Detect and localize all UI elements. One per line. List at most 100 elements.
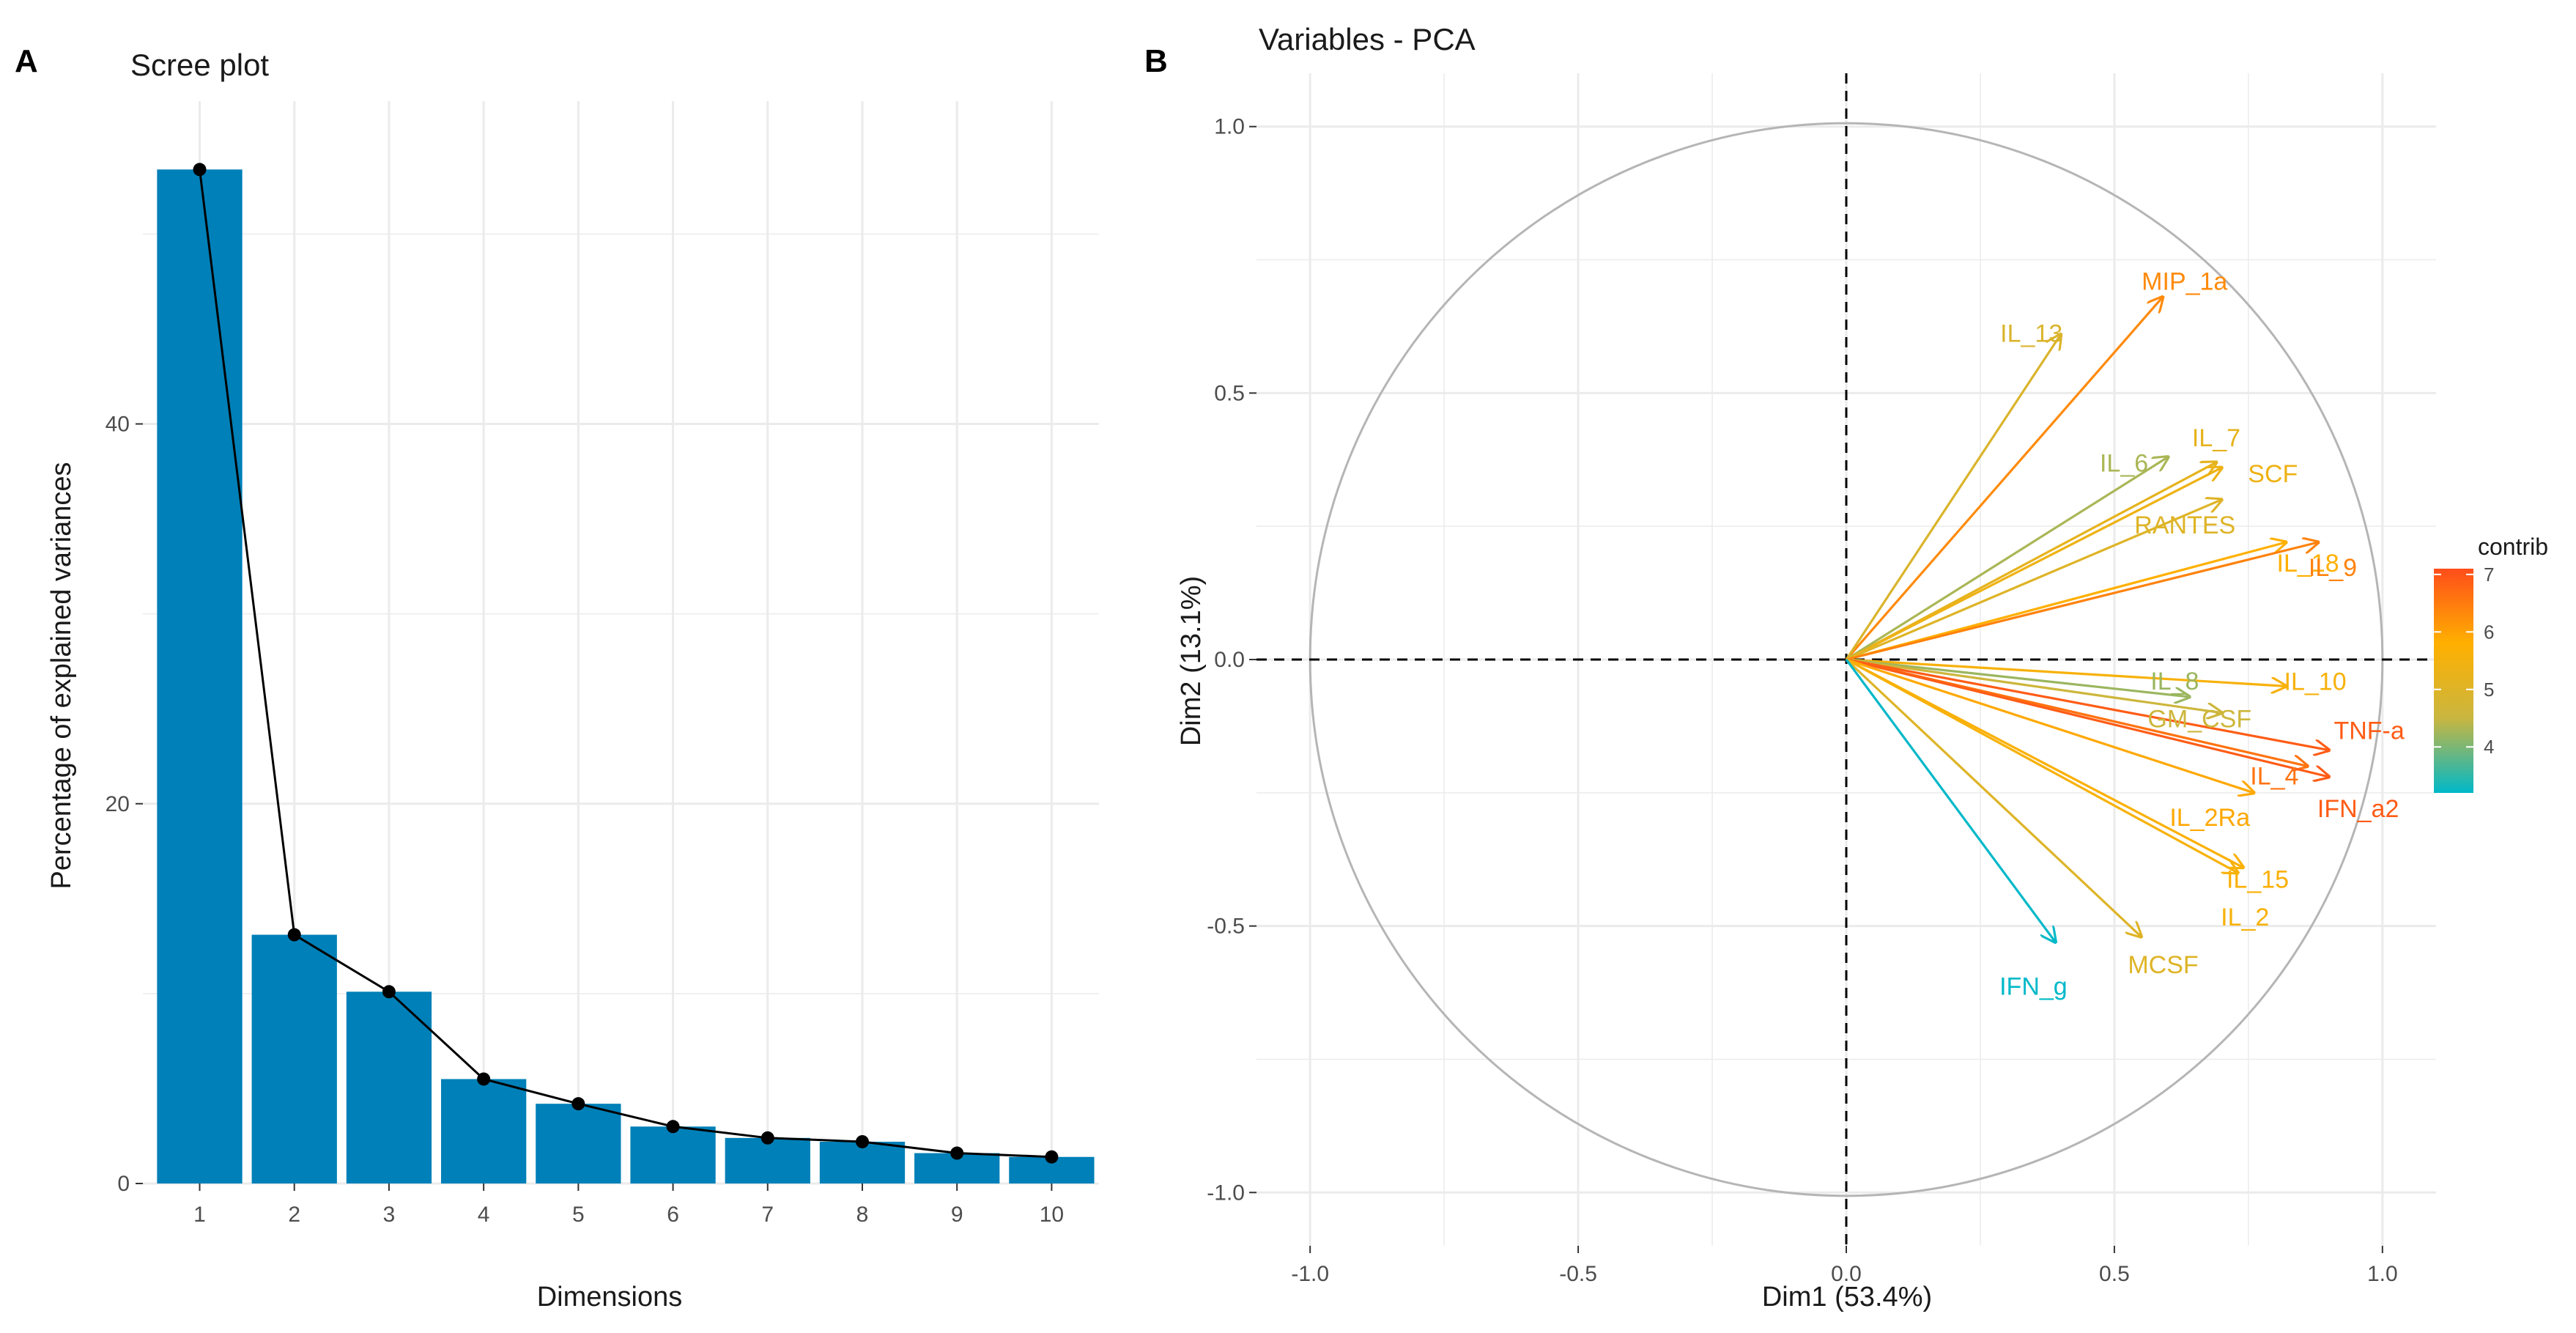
scree-title: Scree plot	[130, 48, 269, 82]
scree-bar	[251, 934, 337, 1184]
variable-arrow	[1846, 500, 2221, 661]
variable-arrow	[1846, 658, 2329, 750]
variable-arrow	[1845, 297, 2163, 661]
pca-x-tick-label: -1.0	[1291, 1262, 1329, 1286]
pca-y-tick-label: 1.0	[1214, 115, 1245, 139]
pca-y-tick-label: -1.0	[1207, 1181, 1245, 1205]
pca-y-tick-labels: -1.0 -0.5 0.0 0.5 1.0	[1207, 115, 1256, 1205]
panel-b-label: B	[1144, 43, 1168, 79]
contrib-legend: contrib 4 5 6 7	[2434, 533, 2548, 793]
scree-bar	[346, 992, 432, 1184]
variable-label: MIP_1a	[2142, 267, 2227, 295]
scree-point	[193, 163, 207, 177]
scree-x-tick-label: 6	[667, 1203, 679, 1227]
scree-y-tick-label: 0	[117, 1172, 130, 1196]
scree-point	[1045, 1150, 1059, 1164]
variable-arrow	[1846, 658, 2189, 697]
scree-x-tick-label: 1	[193, 1203, 206, 1227]
variable-arrow	[1846, 658, 2254, 793]
legend-tick-label: 4	[2484, 736, 2494, 758]
variable-arrow	[1845, 658, 2142, 937]
variable-label: TNF-a	[2333, 717, 2404, 745]
scree-point	[477, 1072, 491, 1086]
scree-y-tick-label: 20	[106, 792, 130, 816]
variable-label: RANTES	[2134, 512, 2235, 539]
variable-arrow	[1846, 542, 2318, 661]
legend-colorbar	[2434, 569, 2473, 793]
variable-label: IL_7	[2192, 424, 2240, 452]
scree-bar	[157, 169, 243, 1184]
variable-label: IFN_a2	[2317, 795, 2399, 823]
variable-label: IL_2Ra	[2169, 804, 2250, 832]
scree-point	[760, 1131, 774, 1145]
scree-x-tick-label: 10	[1040, 1203, 1064, 1227]
scree-line	[193, 163, 1059, 1164]
scree-point	[950, 1146, 964, 1160]
pca-title: Variables - PCA	[1259, 22, 1476, 56]
scree-point	[287, 928, 301, 942]
variable-label: IL_4	[2250, 762, 2298, 790]
variable-arrow	[1846, 457, 2168, 661]
variable-arrow	[1845, 659, 2055, 942]
scree-x-tick-label: 8	[856, 1203, 869, 1227]
variable-arrow	[1846, 468, 2221, 661]
scree-bars	[157, 169, 1095, 1184]
scree-plot: 0 20 40 1 2 3 4 5 6 7 8 9 10	[106, 101, 1099, 1227]
scree-bar	[536, 1104, 621, 1184]
scree-bar	[441, 1079, 527, 1184]
variable-arrow	[1846, 658, 2286, 686]
variable-label: IL_6	[2100, 450, 2148, 478]
legend-tick-label: 5	[2484, 679, 2494, 701]
scree-point	[855, 1134, 869, 1148]
variable-arrow	[1846, 658, 2238, 873]
variable-label: SCF	[2248, 460, 2298, 488]
variable-label: IL_10	[2284, 668, 2347, 695]
scree-point	[666, 1120, 680, 1134]
panel-a-label: A	[15, 43, 38, 79]
pca-x-tick-label: 0.5	[2099, 1262, 2130, 1286]
legend-tick-label: 7	[2484, 564, 2494, 586]
scree-point	[382, 985, 396, 999]
pca-x-tick-label: 1.0	[2367, 1262, 2398, 1286]
scree-bar	[630, 1126, 716, 1184]
variable-label: IL_15	[2227, 866, 2289, 894]
scree-y-axis-title: Percentage of explained variances	[46, 462, 77, 889]
scree-y-tick-label: 40	[106, 413, 130, 437]
variable-label: IL_8	[2150, 668, 2199, 695]
scree-bar	[819, 1141, 906, 1184]
variable-arrow	[1846, 658, 2221, 713]
scree-bar	[725, 1137, 810, 1184]
scree-point	[571, 1097, 585, 1111]
scree-x-tick-label: 7	[761, 1203, 774, 1227]
scree-y-tick-labels: 0 20 40	[106, 413, 143, 1196]
pca-x-tick-labels: -1.0 -0.5 0.0 0.5 1.0	[1291, 1246, 2398, 1286]
scree-x-tick-label: 5	[572, 1203, 585, 1227]
variable-label: MCSF	[2128, 951, 2198, 979]
scree-line-path	[199, 169, 1052, 1159]
variable-arrow	[1845, 334, 2061, 660]
pca-y-tick-label: -0.5	[1207, 915, 1245, 939]
pca-x-axis-title: Dim1 (53.4%)	[1762, 1282, 1932, 1312]
pca-y-tick-label: 0.5	[1214, 381, 1245, 405]
variable-arrow	[1846, 462, 2216, 661]
variable-label: IL_18	[2277, 550, 2339, 577]
variable-label: IFN_g	[1999, 972, 2068, 1000]
pca-y-axis-title: Dim2 (13.1%)	[1176, 576, 1207, 746]
scree-x-tick-label: 4	[478, 1203, 490, 1227]
scree-x-tick-label: 9	[951, 1203, 963, 1227]
scree-x-tick-label: 2	[288, 1203, 300, 1227]
variable-arrow	[1846, 658, 2329, 777]
scree-x-tick-label: 3	[383, 1203, 396, 1227]
scree-x-tick-labels: 1 2 3 4 5 6 7 8 9 10	[193, 1184, 1064, 1227]
variable-label: IL_9	[2309, 554, 2357, 582]
variable-label: GM_CSF	[2147, 706, 2251, 734]
variable-label: IL_2	[2221, 904, 2269, 931]
scree-x-axis-title: Dimensions	[537, 1282, 683, 1312]
variable-arrows	[1845, 297, 2329, 942]
variable-arrow	[1846, 658, 2243, 868]
pca-x-tick-label: 0.0	[1831, 1262, 1862, 1286]
pca-x-tick-label: -0.5	[1559, 1262, 1597, 1286]
